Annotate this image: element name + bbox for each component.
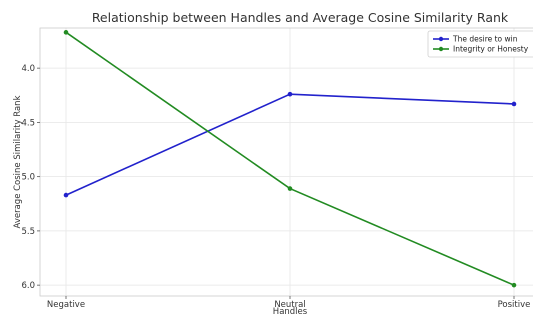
data-point — [511, 101, 517, 107]
legend-label: Integrity or Honesty — [453, 45, 529, 54]
legend-marker — [438, 46, 444, 52]
x-tick-label: Negative — [47, 300, 85, 310]
chart-title: Relationship between Handles and Average… — [92, 10, 509, 25]
y-tick-label: 6.0 — [21, 281, 35, 291]
data-point — [511, 282, 517, 288]
data-point — [287, 91, 293, 97]
data-point — [63, 30, 69, 35]
series — [63, 30, 517, 288]
x-tick-label: Neutral — [274, 300, 305, 310]
grid — [40, 28, 533, 296]
y-tick-label: 5.0 — [21, 173, 35, 183]
y-axis-label: Average Cosine Similarity Rank — [13, 95, 23, 228]
x-tick-label: Positive — [498, 300, 531, 310]
legend-marker — [438, 36, 444, 42]
y-tick-label: 4.0 — [21, 64, 35, 74]
y-tick-label: 4.5 — [21, 118, 35, 128]
x-axis-label: Handles — [273, 307, 308, 317]
y-tick-label: 5.5 — [21, 227, 35, 237]
x-ticks: Negative Neutral Positive — [47, 296, 530, 310]
data-point — [287, 186, 293, 191]
data-point — [63, 192, 69, 198]
legend-box — [427, 30, 533, 58]
legend-label: The desire to win — [452, 35, 518, 44]
y-ticks: 4.0 4.5 5.0 5.5 6.0 — [21, 64, 40, 291]
